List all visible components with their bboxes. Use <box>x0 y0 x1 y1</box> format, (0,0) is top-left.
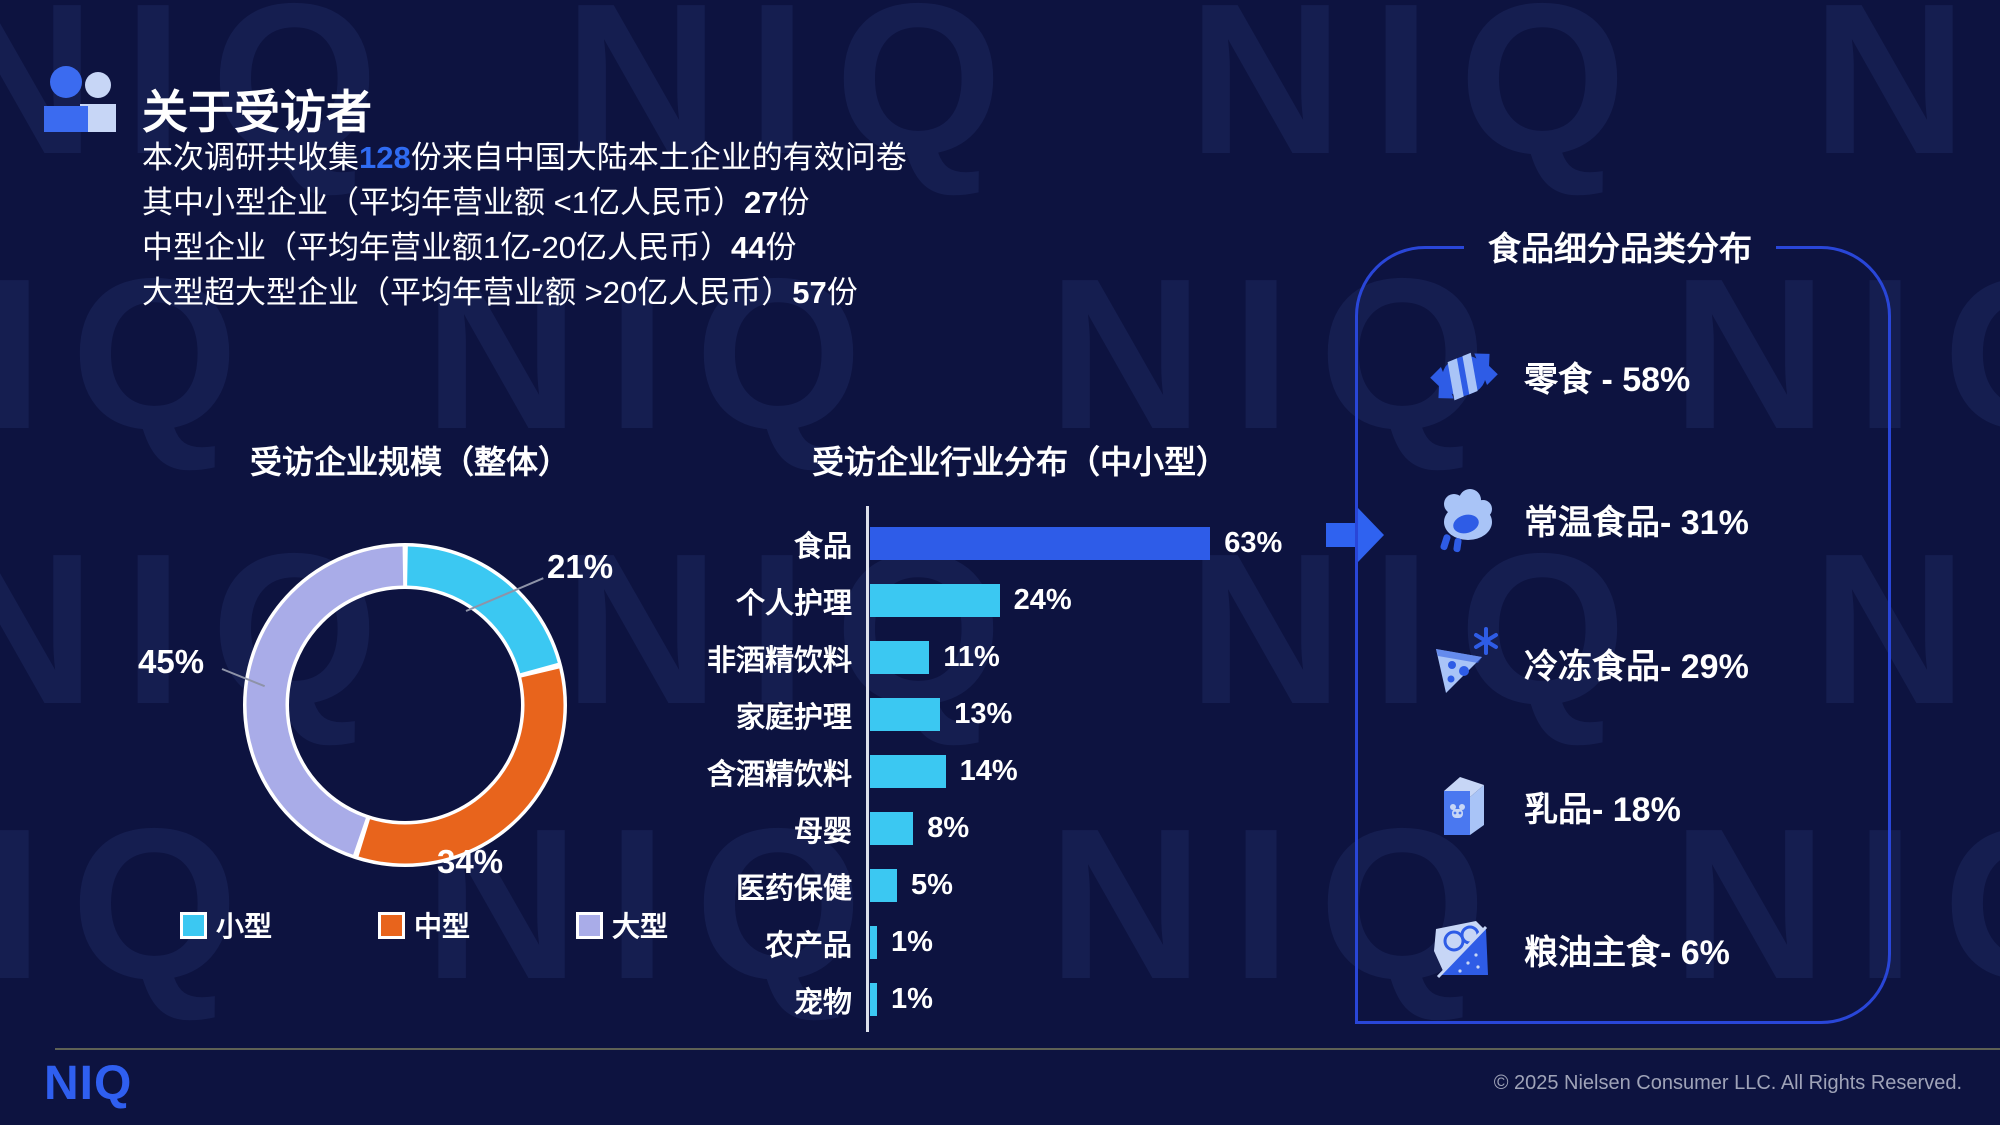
panel-item-label: 冷冻食品- 29% <box>1524 647 1749 686</box>
panel-item-label: 乳品- 18% <box>1524 790 1681 829</box>
panel-item-label: 常温食品- 31% <box>1524 503 1749 542</box>
panel-item-snacks: 零食 - 58% <box>1422 330 1872 422</box>
bar-category-label: 食品 <box>793 530 852 563</box>
intro-text: 本次调研共收集128份来自中国大陆本土企业的有效问卷 其中小型企业（平均年营业额… <box>142 135 1302 315</box>
industry-bar-chart: 食品 63% 个人护理 24% 非酒精饮料 11% 家庭护理 13% 含酒精饮料… <box>686 515 1282 1028</box>
donut-label-large: 45% <box>138 643 205 680</box>
panel-item-label: 粮油主食- 6% <box>1524 933 1730 972</box>
frozen-pizza-icon <box>1422 621 1506 705</box>
legend-swatch-large <box>576 911 604 939</box>
bar-chart-title: 受访企业行业分布（中小型） <box>811 444 1228 480</box>
panel-item-label: 零食 - 58% <box>1524 360 1691 399</box>
grain-staples-icon <box>1422 907 1506 991</box>
bar-category-label: 非酒精饮料 <box>706 644 852 677</box>
panel-title: 食品细分品类分布 <box>1464 222 1776 270</box>
legend-item-small: 小型 <box>180 905 272 945</box>
donut-chart-title: 受访企业规模（整体） <box>249 444 570 480</box>
respondent-count: 128 <box>359 140 411 175</box>
niq-logo: NIQ <box>44 1057 133 1110</box>
milk-carton-icon <box>1422 764 1506 848</box>
bar-chart-axis <box>866 506 869 1032</box>
bar-row: 农产品 1% <box>686 914 1282 971</box>
bar-value-label: 11% <box>943 641 1000 673</box>
bar-value-label: 5% <box>911 869 953 901</box>
bar-row: 个人护理 24% <box>686 572 1282 629</box>
intro-line-2: 其中小型企业（平均年营业额 <1亿人民币）27份 <box>142 185 810 220</box>
company-size-donut-chart <box>243 543 567 867</box>
legend-item-medium: 中型 <box>378 905 470 945</box>
bar-row: 医药保健 5% <box>686 857 1282 914</box>
panel-item-ambient-food: 常温食品- 31% <box>1422 473 1872 565</box>
bar-category-label: 医药保健 <box>735 872 852 905</box>
intro-line-1: 本次调研共收集128份来自中国大陆本土企业的有效问卷 <box>142 140 907 175</box>
legend-swatch-medium <box>378 911 406 939</box>
bar <box>870 527 1211 560</box>
legend-item-large: 大型 <box>576 905 668 945</box>
niq-watermark-row: NIQ NIQ NIQ NIQ NIQ NIQ <box>0 0 2000 199</box>
copyright-text: © 2025 Nielsen Consumer LLC. All Rights … <box>1493 1072 1962 1094</box>
bar-row: 非酒精饮料 11% <box>686 629 1282 686</box>
bar-category-label: 个人护理 <box>735 587 852 620</box>
bar <box>870 641 930 674</box>
niq-watermark-row: NIQ NIQ NIQ NIQ NIQ NIQ <box>0 233 2000 474</box>
donut-legend: 小型 中型 大型 <box>180 905 668 945</box>
legend-swatch-small <box>180 911 207 939</box>
donut-label-small: 21% <box>547 548 614 585</box>
bar-row: 母婴 8% <box>686 800 1282 857</box>
panel-item-frozen-food: 冷冻食品- 29% <box>1422 617 1872 709</box>
bar <box>870 926 877 959</box>
bar-category-label: 农产品 <box>764 929 852 962</box>
arrow-right-icon <box>1326 508 1384 562</box>
bar-value-label: 1% <box>891 926 933 958</box>
bar-row: 食品 63% <box>686 515 1282 572</box>
panel-item-grain-oil: 粮油主食- 6% <box>1422 903 1872 995</box>
donut-label-medium: 34% <box>437 843 504 880</box>
bar-category-label: 宠物 <box>793 986 852 1019</box>
bar-value-label: 8% <box>927 812 970 844</box>
bar-category-label: 家庭护理 <box>735 701 852 734</box>
bar-value-label: 1% <box>891 983 933 1015</box>
people-icon <box>44 66 116 132</box>
bar-row: 含酒精饮料 14% <box>686 743 1282 800</box>
page-title: 关于受访者 <box>142 86 372 138</box>
bar-value-label: 63% <box>1224 527 1283 559</box>
bar <box>870 812 914 845</box>
bar-row: 家庭护理 13% <box>686 686 1282 743</box>
donut-segment-大型 <box>246 546 564 864</box>
intro-line-4: 大型超大型企业（平均年营业额 >20亿人民币）57份 <box>142 275 858 310</box>
roast-poultry-icon <box>1422 477 1506 561</box>
bar-value-label: 24% <box>1013 584 1072 616</box>
footer-divider <box>55 1048 2000 1050</box>
bar-row: 宠物 1% <box>686 971 1282 1028</box>
bar <box>870 869 897 902</box>
bar-category-label: 母婴 <box>793 815 852 848</box>
intro-line-3: 中型企业（平均年营业额1亿-20亿人民币）44份 <box>142 230 797 265</box>
bar <box>870 698 941 731</box>
bar-value-label: 14% <box>959 755 1018 787</box>
panel-item-dairy: 乳品- 18% <box>1422 760 1872 852</box>
bar <box>870 983 877 1016</box>
donut-segment-中型 <box>246 546 564 864</box>
bar-category-label: 含酒精饮料 <box>706 758 852 791</box>
bar-value-label: 13% <box>954 698 1013 730</box>
bar <box>870 584 1000 617</box>
bar <box>870 755 946 788</box>
panel-title-wrap: 食品细分品类分布 <box>1355 222 1885 270</box>
candy-icon <box>1422 334 1506 418</box>
